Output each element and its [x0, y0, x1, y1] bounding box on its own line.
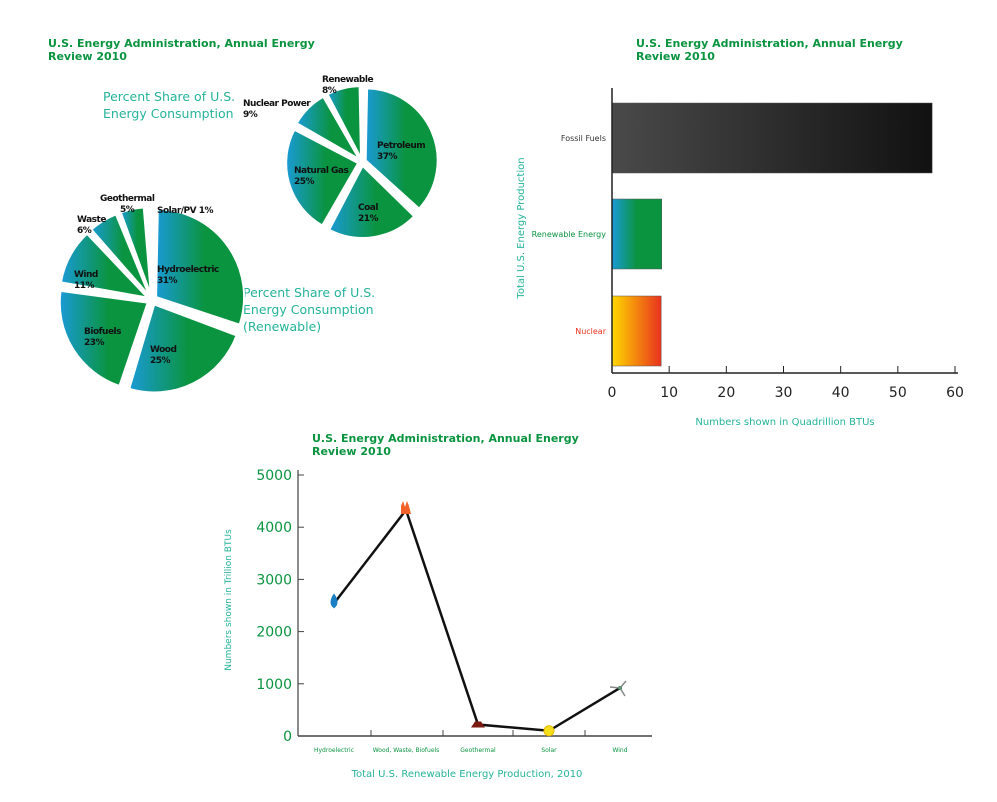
line-x-tick-label: Hydroelectric	[314, 747, 354, 754]
pie-label-renewable-value: 8%	[322, 86, 337, 96]
pie-slice-natural-gas	[285, 128, 360, 227]
pie-title-line-2: Review 2010	[48, 50, 127, 63]
bar-x-tick-label: 60	[946, 385, 964, 401]
line-series	[333, 507, 621, 733]
renewable-pie-chart: Percent Share of U.S. Energy Consumption…	[58, 194, 375, 394]
line-title-line-1: U.S. Energy Administration, Annual Energ…	[312, 432, 579, 445]
bar-title-line-2: Review 2010	[636, 50, 715, 63]
pie-slice-wood	[127, 303, 238, 394]
pie-label-nuclear-power: Nuclear Power	[243, 99, 311, 109]
sun-icon	[543, 725, 555, 737]
pie-label-waste-value: 6%	[77, 226, 92, 236]
pie-label-wood-value: 25%	[150, 356, 171, 366]
pie-label-petroleum: Petroleum	[377, 141, 425, 151]
line-x-axis-title: Total U.S. Renewable Energy Production, …	[351, 769, 583, 780]
pie-label-waste: Waste	[77, 215, 106, 225]
pie-slice-nuclear-power	[295, 95, 362, 162]
wind-turbine-icon	[609, 680, 627, 697]
line-y-tick-label: 2000	[256, 625, 292, 641]
pie-slice-geothermal	[119, 206, 152, 296]
water-drop-icon	[330, 593, 338, 609]
pie-label-hydroelectric: Hydroelectric	[157, 265, 219, 275]
pie-label-biofuels-value: 23%	[84, 338, 105, 348]
pie-label-petroleum-value: 37%	[377, 152, 398, 162]
pie2-subtitle-2: Energy Consumption	[243, 302, 374, 317]
volcano-icon	[471, 721, 485, 728]
bar-x-axis-title: Numbers shown in Quadrillion BTUs	[695, 417, 874, 428]
bar-x-tick-label: 0	[608, 385, 617, 401]
bar-title-line-1: U.S. Energy Administration, Annual Energ…	[636, 37, 903, 50]
pie-subtitle-1: Percent Share of U.S.	[103, 89, 235, 104]
pie-label-geothermal: Geothermal	[100, 194, 155, 204]
pie-label-coal: Coal	[358, 203, 378, 213]
line-x-tick-label: Wind	[612, 747, 627, 754]
energy-production-bar-chart: U.S. Energy Administration, Annual Energ…	[516, 37, 964, 428]
pie-label-nuclear-power-value: 9%	[243, 110, 258, 120]
bar-x-tick-label: 20	[717, 385, 735, 401]
bar-x-tick-label: 30	[775, 385, 793, 401]
pie-label-renewable: Renewable	[322, 75, 373, 85]
pie-slice-coal	[327, 164, 416, 239]
bar-x-tick-label: 50	[889, 385, 907, 401]
consumption-pie-chart: U.S. Energy Administration, Annual Energ…	[48, 37, 439, 239]
renewable-production-line-chart: U.S. Energy Administration, Annual Energ…	[224, 432, 652, 780]
pie-label-coal-value: 21%	[358, 214, 379, 224]
pie-slice-renewable	[326, 85, 363, 159]
pie-slice-waste	[89, 213, 151, 297]
pie-title-line-1: U.S. Energy Administration, Annual Energ…	[48, 37, 315, 50]
pie-label-wind-value: 11%	[74, 281, 95, 291]
pie-label-wood: Wood	[150, 345, 176, 355]
line-x-tick-label: Geothermal	[460, 747, 496, 754]
pie-slice-petroleum	[364, 87, 439, 211]
pie-slice-solar-pv	[147, 205, 153, 296]
pie-subtitle-2: Energy Consumption	[103, 106, 234, 121]
line-x-tick-label: Wood, Waste, Biofuels	[373, 747, 440, 754]
fire-icon	[401, 500, 411, 514]
pie2-subtitle-3: (Renewable)	[243, 319, 321, 334]
pie-slice-wind	[59, 232, 151, 300]
pie-label-natural-gas-value: 25%	[294, 177, 315, 187]
pie-label-hydroelectric-value: 31%	[157, 276, 178, 286]
bar-renewable-energy	[611, 198, 662, 270]
bar-x-tick-label: 10	[660, 385, 678, 401]
line-x-tick-label: Solar	[541, 747, 557, 754]
line-y-tick-label: 4000	[256, 520, 292, 536]
bar-y-axis-title: Total U.S. Energy Production	[516, 157, 527, 299]
line-y-axis-title: Numbers shown in Trillion BTUs	[224, 529, 234, 671]
bar-fossil-fuels	[611, 102, 933, 174]
line-y-tick-label: 1000	[256, 677, 292, 693]
pie-slice-biofuels	[58, 289, 150, 388]
pie2-subtitle-1: Percent Share of U.S.	[243, 285, 375, 300]
pie-label-wind: Wind	[74, 270, 98, 280]
bar-category-label: Fossil Fuels	[561, 134, 606, 143]
pie-label-biofuels: Biofuels	[84, 327, 121, 337]
line-y-tick-label: 0	[283, 729, 292, 745]
bar-category-label: Renewable Energy	[532, 230, 607, 239]
bar-category-label: Nuclear	[575, 327, 607, 336]
pie-label-geothermal-value: 5%	[120, 205, 135, 215]
line-y-tick-label: 3000	[256, 572, 292, 588]
pie-label-natural-gas: Natural Gas	[294, 166, 349, 176]
line-y-tick-label: 5000	[256, 468, 292, 484]
line-title-line-2: Review 2010	[312, 445, 391, 458]
bar-x-tick-label: 40	[832, 385, 850, 401]
bar-nuclear	[611, 295, 662, 367]
pie-slice-hydroelectric	[155, 208, 246, 326]
pie-label-solar-pv: Solar/PV 1%	[157, 206, 214, 216]
